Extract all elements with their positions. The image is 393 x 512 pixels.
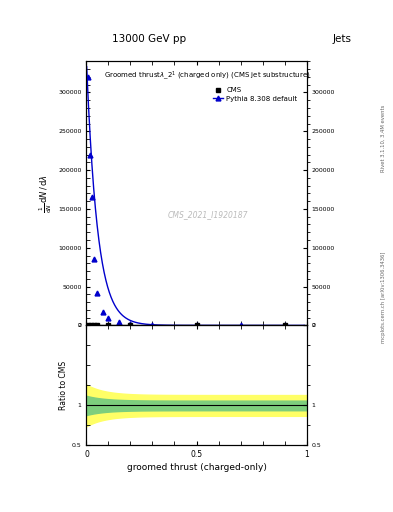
Text: CMS_2021_I1920187: CMS_2021_I1920187 [167, 210, 248, 219]
Text: Rivet 3.1.10, 3.4M events: Rivet 3.1.10, 3.4M events [381, 104, 386, 172]
Y-axis label: Ratio to CMS: Ratio to CMS [59, 361, 68, 410]
Text: Jets: Jets [333, 33, 352, 44]
Text: Groomed thrust$\lambda$_2$^1$ (charged only) (CMS jet substructure): Groomed thrust$\lambda$_2$^1$ (charged o… [104, 69, 311, 82]
Y-axis label: $\frac{1}{\mathrm{d}N}\,\mathrm{d}N\,/\,\mathrm{d}\lambda$: $\frac{1}{\mathrm{d}N}\,\mathrm{d}N\,/\,… [38, 174, 54, 213]
Text: 13000 GeV pp: 13000 GeV pp [112, 33, 186, 44]
Text: mcplots.cern.ch [arXiv:1306.3436]: mcplots.cern.ch [arXiv:1306.3436] [381, 251, 386, 343]
Legend: CMS, Pythia 8.308 default: CMS, Pythia 8.308 default [211, 86, 299, 103]
X-axis label: groomed thrust (charged-only): groomed thrust (charged-only) [127, 463, 266, 473]
